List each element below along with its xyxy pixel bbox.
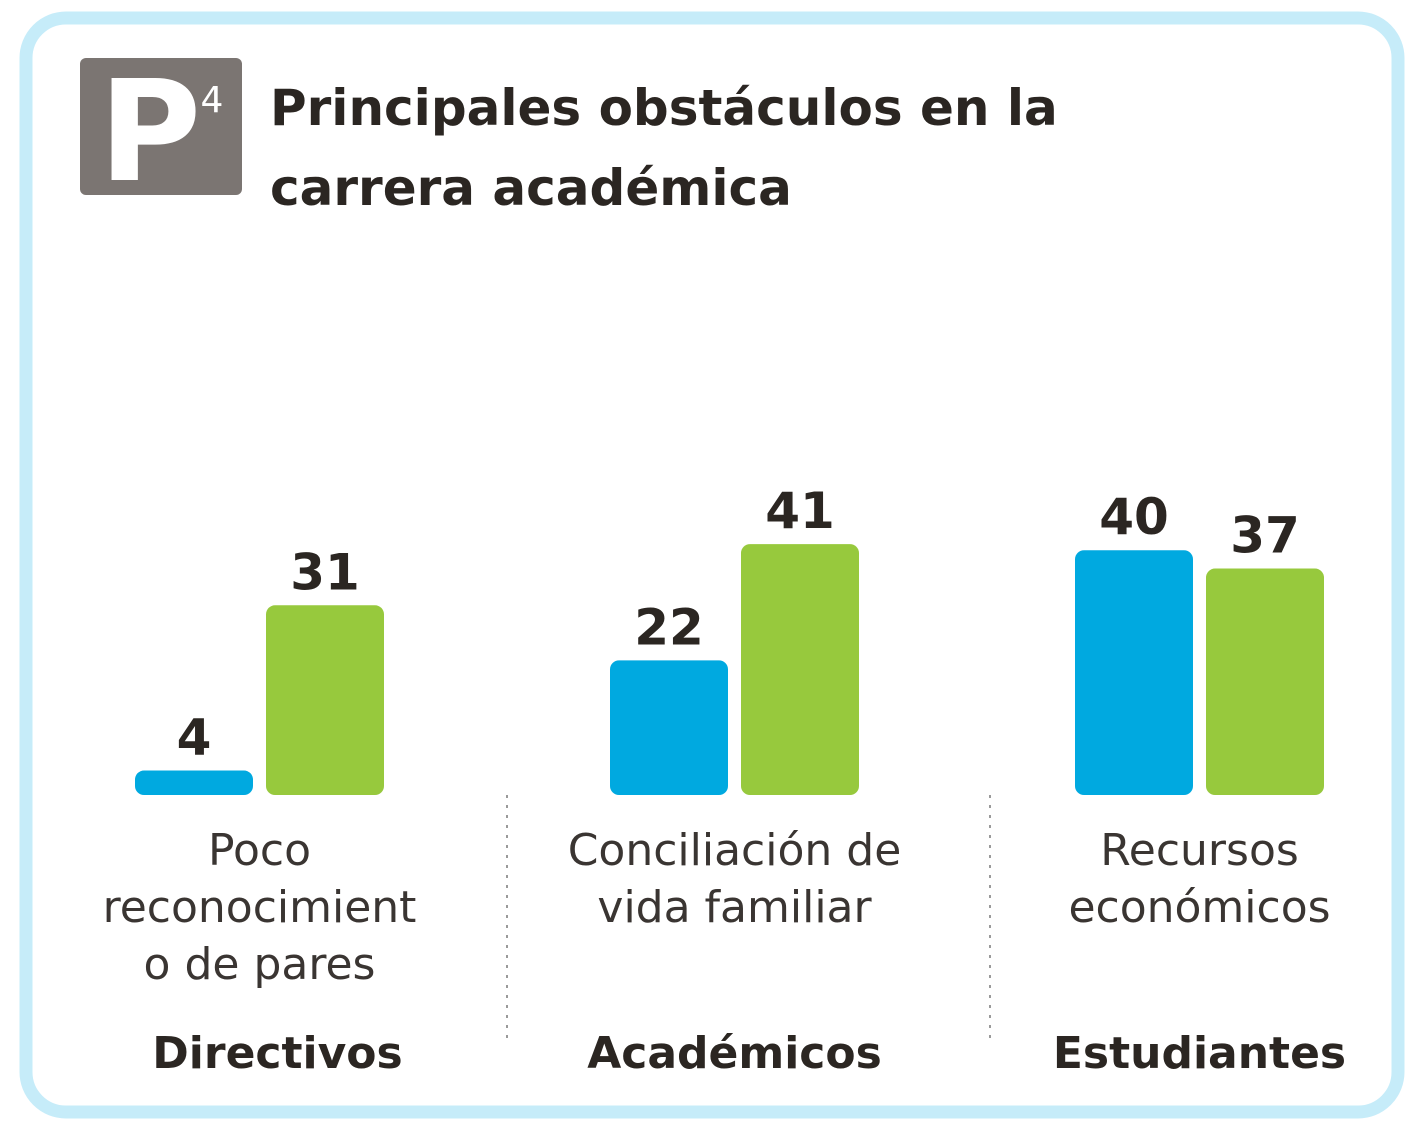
category-label: Recursos [1100, 825, 1299, 876]
bar [610, 660, 728, 795]
group-label: Estudiantes [1053, 1028, 1346, 1079]
bar [741, 544, 859, 795]
bar [135, 770, 253, 795]
bar [1206, 568, 1324, 795]
bar [1075, 550, 1193, 795]
frame [19, 11, 1405, 1119]
value-label: 37 [1230, 507, 1300, 565]
category-label: reconocimient [103, 882, 417, 933]
badge [80, 58, 242, 195]
group-label: Académicos [587, 1028, 882, 1079]
value-label: 31 [290, 543, 360, 601]
value-label: 4 [177, 709, 212, 767]
category-label: Conciliación de [568, 825, 902, 876]
category-label: económicos [1068, 882, 1330, 933]
group-label: Directivos [152, 1028, 402, 1079]
bar [266, 605, 384, 795]
category-label: o de pares [144, 939, 376, 990]
value-label: 40 [1099, 488, 1169, 546]
badge-letter: P [99, 51, 202, 214]
badge-number: 4 [201, 80, 224, 121]
chart-title: Principales obstáculos en la [270, 79, 1058, 137]
chart-title: carrera académica [270, 159, 792, 217]
category-label: Poco [208, 825, 311, 876]
value-label: 22 [634, 598, 704, 656]
category-label: vida familiar [597, 882, 872, 933]
value-label: 41 [765, 482, 835, 540]
